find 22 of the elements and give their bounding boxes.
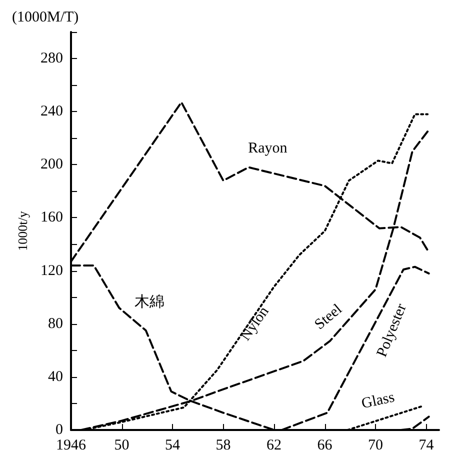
x-tick-label: 66 — [317, 438, 333, 454]
series-label: Rayon — [248, 140, 288, 157]
x-tick-label: 70 — [368, 438, 384, 454]
y-axis-title: 1000t/y — [15, 210, 30, 251]
y-tick-label: 200 — [40, 156, 63, 173]
text: Steel — [312, 301, 346, 334]
y-tick-label: 280 — [40, 50, 63, 67]
x-tick-label: 54 — [165, 438, 181, 454]
x-tick-label: 74 — [418, 438, 434, 454]
y-tick-label: 0 — [56, 422, 63, 438]
y-tick-label: 240 — [40, 104, 63, 120]
series-label: 木綿 — [134, 294, 165, 311]
x-tick-label: 1946 — [56, 438, 86, 454]
x-tick-label: 50 — [114, 438, 130, 454]
text: Glass — [360, 389, 396, 412]
text: (1000M/T) — [12, 10, 79, 26]
y-tick-label: 120 — [40, 262, 63, 279]
y-tick-label: 80 — [48, 316, 63, 332]
x-tick-label: 58 — [216, 438, 231, 454]
x-tick-label: 62 — [266, 438, 282, 454]
y-tick-label: 160 — [40, 210, 63, 226]
y-tick-label: 40 — [48, 368, 63, 385]
